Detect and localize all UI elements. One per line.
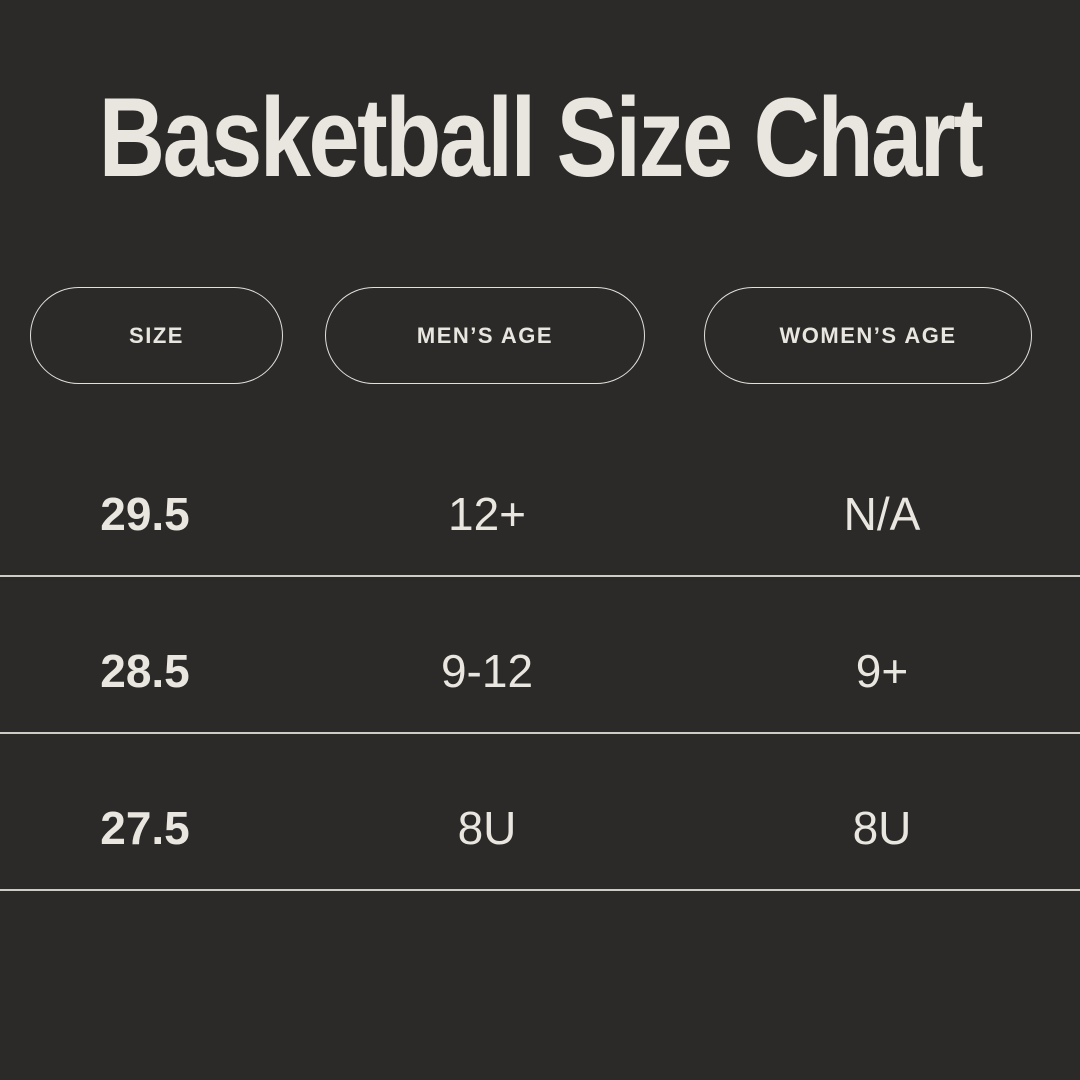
cell-womens-age: N/A — [843, 488, 921, 540]
column-header-size: SIZE — [30, 287, 283, 384]
table-body: 29.5 12+ N/A 28.5 9-12 9+ 27.5 8U 8U — [0, 420, 1080, 891]
page-title: Basketball Size Chart — [98, 75, 984, 200]
cell-mens-age: 12+ — [447, 488, 527, 540]
cell-size: 29.5 — [100, 488, 190, 540]
cell-womens-age: 8U — [852, 802, 912, 854]
table-row-28-5: 28.5 9-12 9+ — [0, 577, 1080, 734]
column-header-womens-age-label: WOMEN’S AGE — [779, 322, 957, 348]
column-header-womens-age: WOMEN’S AGE — [704, 287, 1032, 384]
cell-size: 28.5 — [100, 645, 190, 697]
cell-womens-age: 9+ — [855, 645, 909, 697]
cell-mens-age: 8U — [457, 802, 517, 854]
table-row-27-5: 27.5 8U 8U — [0, 734, 1080, 891]
cell-size: 27.5 — [100, 802, 190, 854]
table-header-row: SIZE MEN’S AGE WOMEN’S AGE — [0, 287, 1080, 384]
column-header-mens-age-label: MEN’S AGE — [416, 322, 554, 348]
column-header-mens-age: MEN’S AGE — [325, 287, 645, 384]
cell-mens-age: 9-12 — [440, 645, 534, 697]
table-row-29-5: 29.5 12+ N/A — [0, 420, 1080, 577]
column-header-size-label: SIZE — [129, 322, 184, 348]
